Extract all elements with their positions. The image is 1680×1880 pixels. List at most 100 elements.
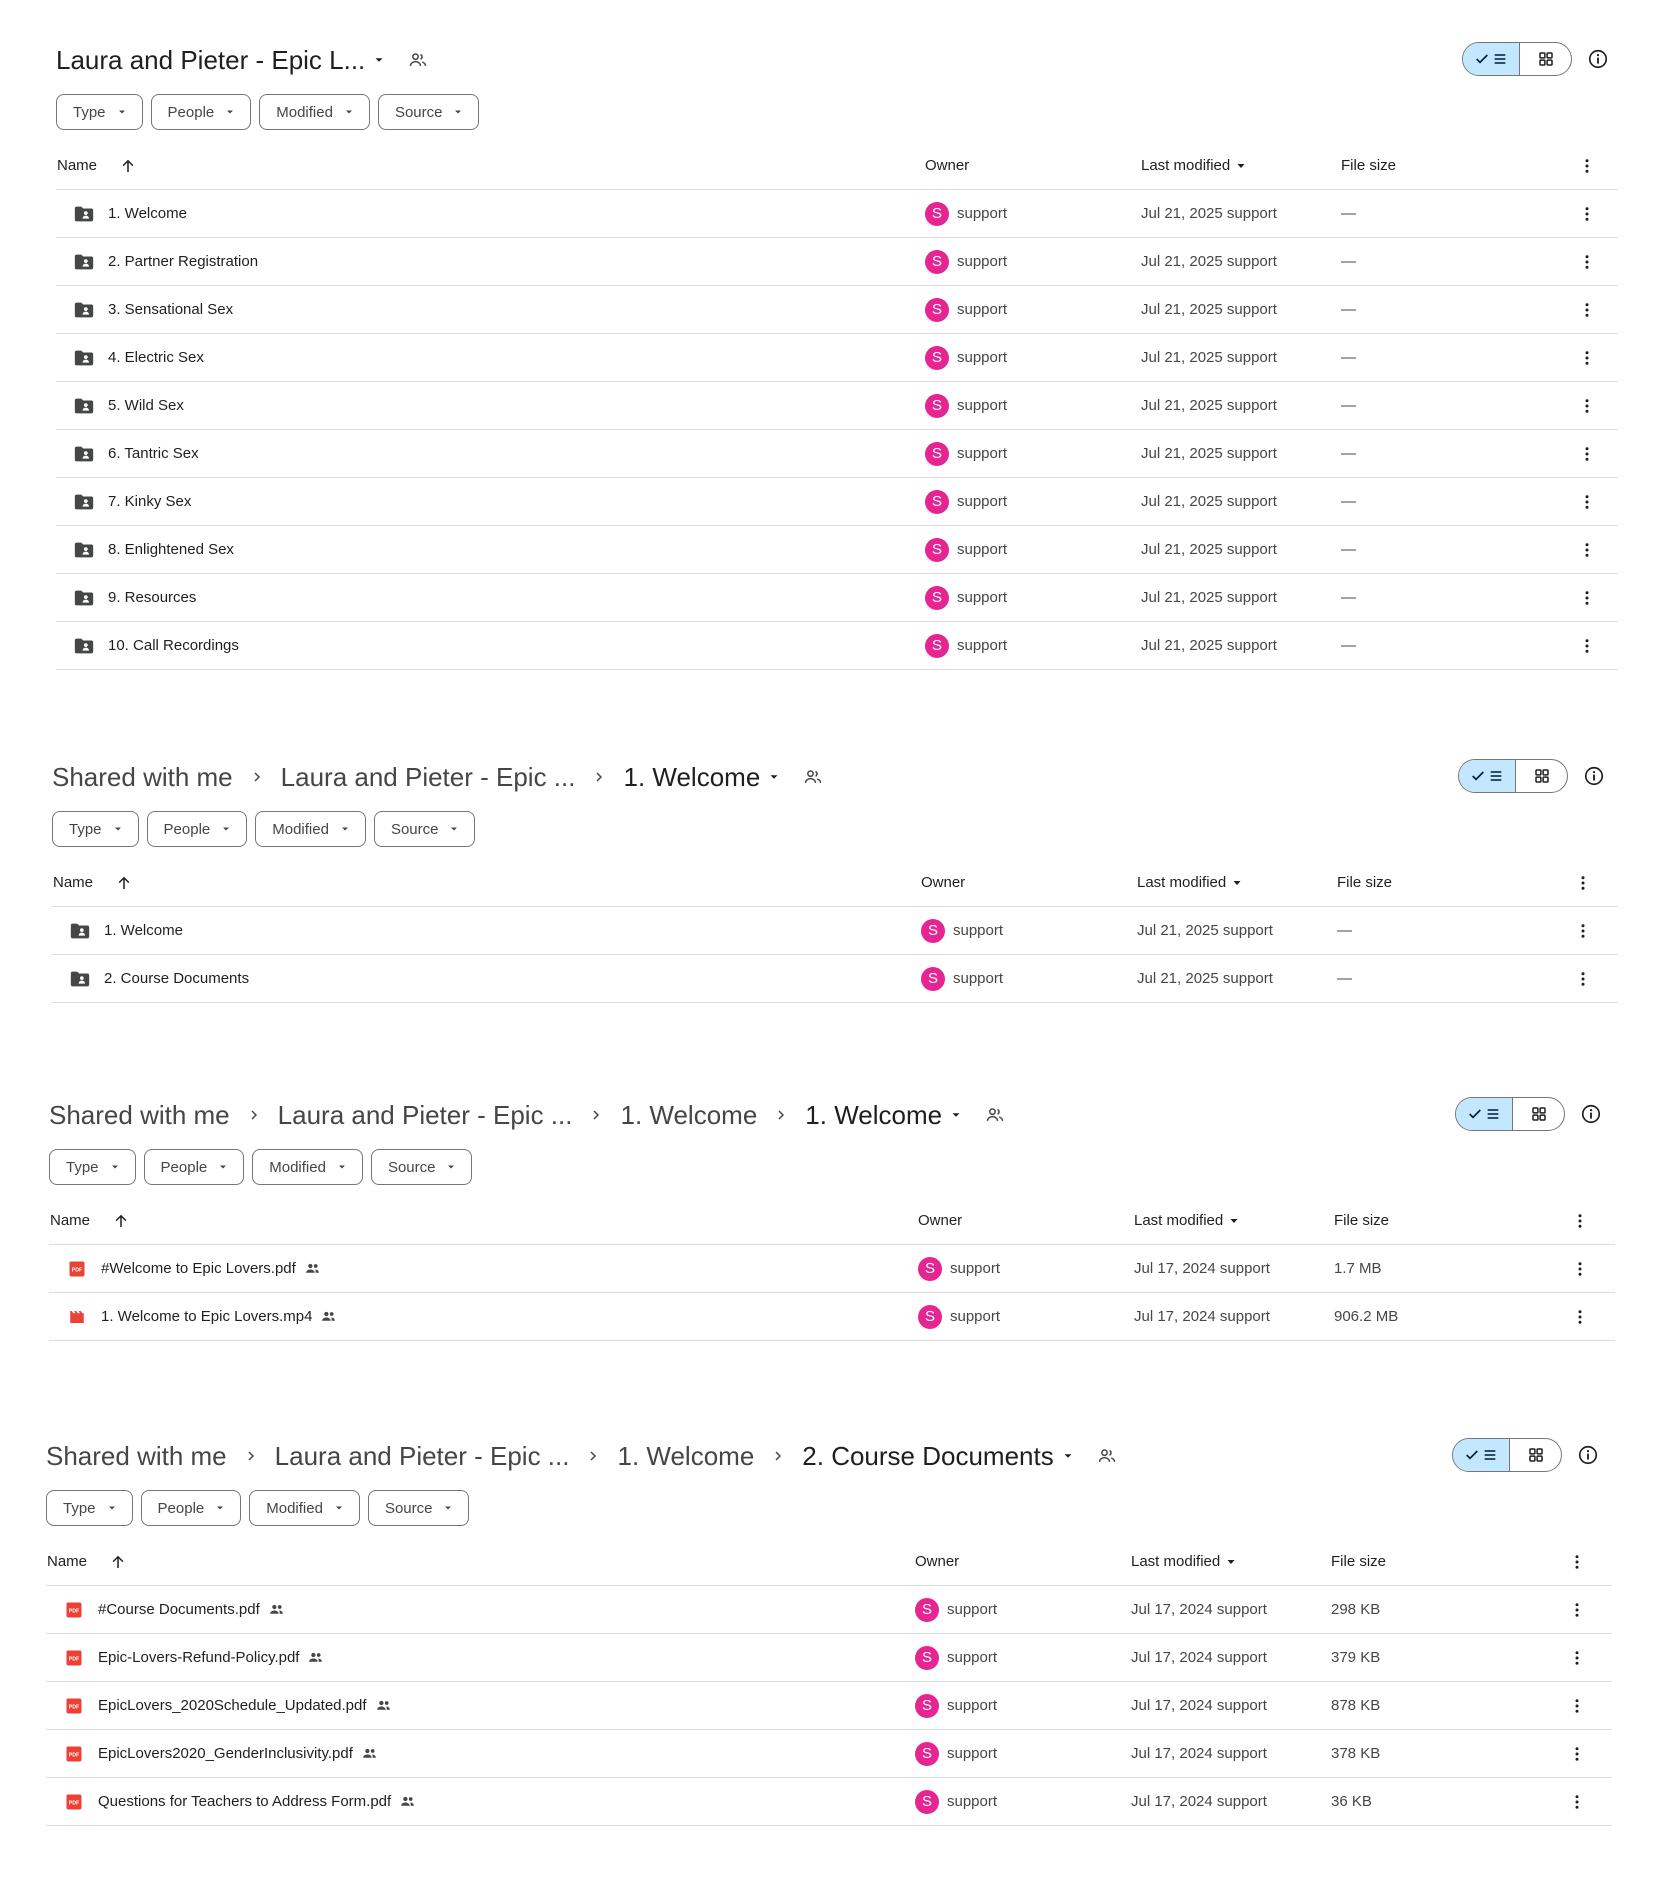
more-actions-icon[interactable]	[1570, 1245, 1590, 1292]
file-name[interactable]: 4. Electric Sex	[108, 349, 204, 366]
file-name[interactable]: 6. Tantric Sex	[108, 445, 199, 462]
breadcrumb-item[interactable]: Laura and Pieter - Epic ...	[277, 1099, 573, 1130]
more-actions-icon[interactable]	[1567, 1682, 1587, 1729]
file-name[interactable]: 2. Partner Registration	[108, 253, 259, 270]
breadcrumb-current[interactable]: 1. Welcome	[623, 761, 761, 792]
more-actions-icon[interactable]	[1567, 1634, 1587, 1681]
column-last-modified[interactable]: Last modified	[1131, 1538, 1237, 1585]
more-options-icon[interactable]	[1567, 1538, 1587, 1585]
more-actions-icon[interactable]	[1577, 382, 1597, 429]
list-view-button[interactable]	[1453, 1439, 1510, 1471]
breadcrumb-item[interactable]: Shared with me	[52, 761, 233, 792]
more-actions-icon[interactable]	[1577, 622, 1597, 669]
file-name[interactable]: 1. Welcome	[108, 205, 187, 222]
more-options-icon[interactable]	[1570, 1197, 1590, 1244]
column-name[interactable]: Name	[53, 859, 133, 906]
sort-arrow-up-icon[interactable]	[109, 1553, 127, 1571]
info-icon[interactable]	[1574, 1097, 1608, 1131]
caret-down-icon[interactable]	[1054, 1426, 1082, 1486]
more-actions-icon[interactable]	[1573, 955, 1593, 1002]
more-actions-icon[interactable]	[1567, 1730, 1587, 1777]
more-actions-icon[interactable]	[1577, 430, 1597, 477]
filter-chip-source[interactable]: Source	[370, 1149, 473, 1185]
filter-chip-type[interactable]: Type	[46, 1490, 133, 1526]
file-name[interactable]: EpicLovers2020_GenderInclusivity.pdf	[98, 1745, 353, 1762]
more-actions-icon[interactable]	[1567, 1586, 1587, 1633]
more-actions-icon[interactable]	[1570, 1293, 1590, 1340]
more-actions-icon[interactable]	[1573, 907, 1593, 954]
file-name[interactable]: 7. Kinky Sex	[108, 493, 192, 510]
column-last-modified[interactable]: Last modified	[1137, 859, 1243, 906]
filter-chip-source[interactable]: Source	[377, 94, 480, 130]
filter-chip-people[interactable]: People	[150, 94, 252, 130]
file-row[interactable]: PDF EpicLovers2020_GenderInclusivity.pdf S…	[46, 1730, 1612, 1778]
file-name[interactable]: 9. Resources	[108, 589, 197, 606]
file-name[interactable]: 3. Sensational Sex	[108, 301, 234, 318]
filter-chip-modified[interactable]: Modified	[255, 811, 366, 847]
list-view-button[interactable]	[1463, 43, 1520, 75]
breadcrumb-current[interactable]: Laura and Pieter - Epic L...	[56, 44, 366, 75]
more-options-icon[interactable]	[1577, 142, 1597, 189]
file-name[interactable]: Questions for Teachers to Address Form.p…	[98, 1793, 392, 1810]
info-icon[interactable]	[1571, 1438, 1605, 1472]
sort-arrow-up-icon[interactable]	[112, 1212, 130, 1230]
column-last-modified[interactable]: Last modified	[1141, 142, 1247, 189]
grid-view-button[interactable]	[1510, 1439, 1561, 1471]
filter-chip-source[interactable]: Source	[373, 811, 476, 847]
filter-chip-modified[interactable]: Modified	[252, 1149, 363, 1185]
breadcrumb-item[interactable]: Shared with me	[49, 1099, 230, 1130]
caret-down-icon[interactable]	[760, 747, 788, 807]
breadcrumb-current[interactable]: 2. Course Documents	[802, 1440, 1054, 1471]
file-name[interactable]: 10. Call Recordings	[108, 637, 239, 654]
info-icon[interactable]	[1581, 42, 1615, 76]
grid-view-button[interactable]	[1516, 760, 1567, 792]
filter-chip-type[interactable]: Type	[56, 94, 143, 130]
sort-arrow-up-icon[interactable]	[119, 157, 137, 175]
grid-view-button[interactable]	[1513, 1098, 1564, 1130]
caret-down-icon[interactable]	[365, 30, 393, 90]
breadcrumb-item[interactable]: Laura and Pieter - Epic ...	[280, 761, 576, 792]
grid-view-button[interactable]	[1520, 43, 1571, 75]
file-row[interactable]: PDF Questions for Teachers to Address For…	[46, 1778, 1612, 1826]
file-name[interactable]: #Welcome to Epic Lovers.pdf	[101, 1260, 296, 1277]
list-view-button[interactable]	[1459, 760, 1516, 792]
more-actions-icon[interactable]	[1577, 238, 1597, 285]
breadcrumb-item[interactable]: 1. Welcome	[617, 1440, 755, 1471]
file-name[interactable]: 2. Course Documents	[104, 970, 250, 987]
sort-arrow-up-icon[interactable]	[115, 874, 133, 892]
breadcrumb-item[interactable]: Shared with me	[46, 1440, 227, 1471]
filter-chip-people[interactable]: People	[140, 1490, 242, 1526]
file-name[interactable]: 1. Welcome	[104, 922, 183, 939]
file-name[interactable]: 8. Enlightened Sex	[108, 541, 234, 558]
file-name[interactable]: EpicLovers_2020Schedule_Updated.pdf	[98, 1697, 367, 1714]
breadcrumb-current[interactable]: 1. Welcome	[805, 1099, 943, 1130]
more-actions-icon[interactable]	[1567, 1778, 1587, 1825]
caret-down-icon[interactable]	[942, 1085, 970, 1145]
column-name[interactable]: Name	[50, 1197, 130, 1244]
column-name[interactable]: Name	[57, 142, 137, 189]
file-name[interactable]: Epic-Lovers-Refund-Policy.pdf	[98, 1649, 300, 1666]
more-actions-icon[interactable]	[1577, 478, 1597, 525]
more-actions-icon[interactable]	[1577, 286, 1597, 333]
column-name[interactable]: Name	[47, 1538, 127, 1585]
filter-chip-modified[interactable]: Modified	[259, 94, 370, 130]
more-actions-icon[interactable]	[1577, 334, 1597, 381]
file-name[interactable]: 5. Wild Sex	[108, 397, 184, 414]
file-name[interactable]: 1. Welcome to Epic Lovers.mp4	[101, 1308, 313, 1325]
